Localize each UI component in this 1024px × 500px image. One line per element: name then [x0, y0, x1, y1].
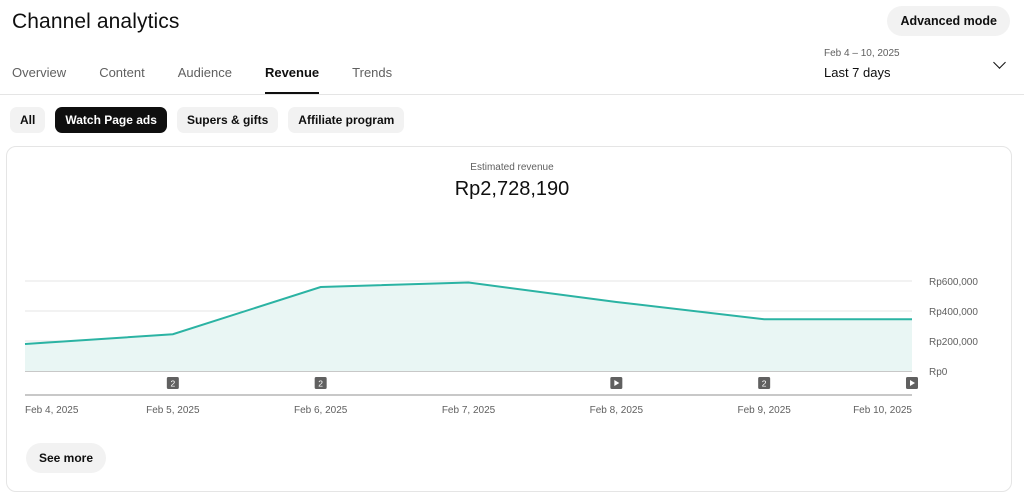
metric-value: Rp2,728,190 [454, 178, 570, 200]
tab-overview[interactable]: Overview [12, 65, 67, 80]
filter-chip-affiliate-program[interactable]: Affiliate program [288, 107, 405, 133]
count-badge[interactable] [314, 377, 327, 389]
y-tick-label: Rp600,000 [929, 277, 978, 288]
y-tick-label: Rp200,000 [929, 337, 978, 348]
count-badge-label: 2 [762, 379, 767, 389]
count-badge-label: 2 [318, 379, 323, 389]
tab-content[interactable]: Content [99, 65, 145, 80]
play-icon [614, 380, 620, 386]
count-badge[interactable] [166, 377, 179, 389]
tab-audience[interactable]: Audience [177, 65, 232, 80]
revenue-series-line [24, 281, 912, 345]
data-point[interactable] [463, 277, 475, 289]
date-range-label: Last 7 days [824, 65, 891, 80]
revenue-filter-chips: All Watch Page ads Supers & gifts Affili… [10, 107, 414, 133]
filter-chip-all[interactable]: All [10, 107, 46, 133]
x-tick-label: Feb 9, 2025 [737, 405, 791, 416]
advanced-mode-button[interactable]: Advanced mode [887, 6, 1010, 36]
x-tick-label: Feb 7, 2025 [442, 405, 496, 416]
data-point[interactable] [167, 328, 179, 340]
revenue-area [25, 282, 912, 371]
revenue-chart-card [6, 146, 1012, 492]
filter-chip-watch-page-ads[interactable]: Watch Page ads [55, 107, 167, 133]
see-more-button[interactable]: See more [26, 443, 107, 473]
y-tick-label: Rp0 [929, 367, 948, 378]
x-tick-label: Feb 8, 2025 [590, 405, 644, 416]
x-tick-label: Feb 5, 2025 [146, 405, 200, 416]
x-tick-label: Feb 4, 2025 [25, 405, 79, 416]
analytics-tabs: Overview Content Audience Revenue Trends [12, 66, 425, 94]
data-point[interactable] [610, 296, 622, 308]
data-point[interactable] [758, 313, 770, 325]
page-title: Channel analytics [12, 10, 180, 33]
metric-label: Estimated revenue [470, 162, 554, 173]
y-tick-label: Rp400,000 [929, 307, 978, 318]
date-range-text: Feb 4 – 10, 2025 [824, 48, 900, 59]
date-range-selector[interactable]: Feb 4 – 10, 2025 Last 7 days [824, 48, 1014, 84]
play-icon [910, 380, 915, 386]
x-tick-label: Feb 6, 2025 [294, 405, 348, 416]
tab-revenue[interactable]: Revenue [264, 66, 320, 94]
count-badge[interactable] [758, 377, 771, 389]
x-tick-label: Feb 10, 2025 [853, 405, 912, 416]
tab-trends[interactable]: Trends [352, 65, 393, 80]
header-divider [0, 94, 1024, 95]
data-point[interactable] [19, 338, 31, 350]
filter-chip-supers-gifts[interactable]: Supers & gifts [176, 107, 279, 133]
count-badge-label: 2 [170, 379, 175, 389]
data-point[interactable] [315, 281, 327, 293]
data-point[interactable] [906, 313, 918, 325]
